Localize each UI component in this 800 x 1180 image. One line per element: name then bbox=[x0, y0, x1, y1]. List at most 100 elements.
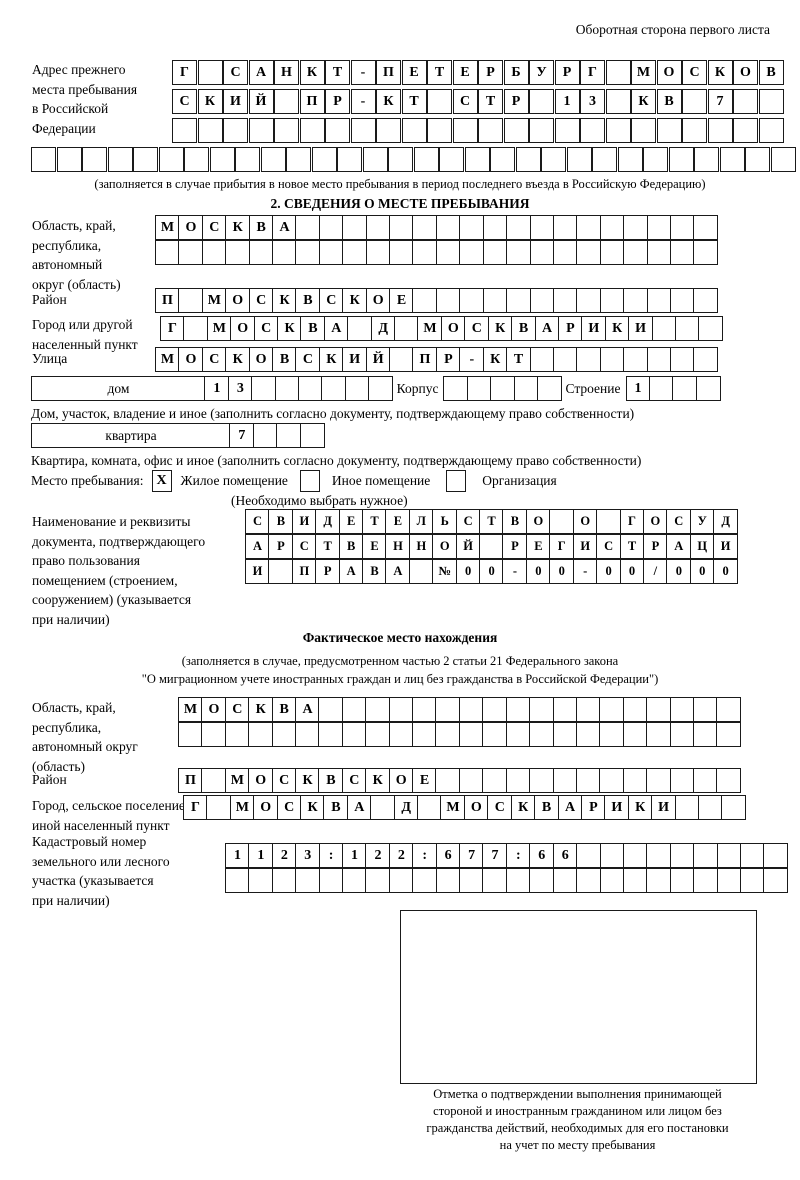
cell[interactable] bbox=[505, 722, 531, 747]
cell[interactable]: В bbox=[534, 795, 560, 820]
cell[interactable]: Л bbox=[408, 509, 434, 534]
cell[interactable] bbox=[623, 215, 649, 240]
cell[interactable]: С bbox=[291, 534, 317, 559]
cell[interactable] bbox=[389, 240, 415, 265]
cell[interactable] bbox=[669, 722, 695, 747]
cell[interactable] bbox=[388, 147, 413, 172]
cell[interactable]: Р bbox=[502, 534, 528, 559]
cell[interactable]: Д bbox=[393, 795, 419, 820]
cell[interactable] bbox=[552, 768, 578, 793]
cell[interactable]: Г bbox=[549, 534, 575, 559]
cell[interactable] bbox=[656, 118, 682, 143]
cell[interactable] bbox=[599, 768, 625, 793]
cell[interactable] bbox=[506, 288, 532, 313]
cell[interactable]: Й bbox=[365, 347, 391, 372]
cell[interactable]: 3 bbox=[227, 376, 253, 401]
cadastral-row-2[interactable] bbox=[225, 868, 789, 893]
cell[interactable] bbox=[599, 288, 625, 313]
cell[interactable] bbox=[341, 722, 367, 747]
cell[interactable]: - bbox=[350, 60, 376, 85]
cell[interactable] bbox=[368, 376, 394, 401]
cell[interactable]: О bbox=[201, 697, 227, 722]
cell[interactable] bbox=[646, 288, 672, 313]
cell[interactable] bbox=[435, 697, 461, 722]
cell[interactable]: К bbox=[277, 316, 303, 341]
cell[interactable]: Г bbox=[160, 316, 185, 341]
cell[interactable] bbox=[716, 697, 742, 722]
cell[interactable] bbox=[464, 147, 490, 172]
cell[interactable]: Р bbox=[554, 60, 580, 85]
cell[interactable] bbox=[365, 868, 391, 893]
cell[interactable] bbox=[252, 423, 278, 448]
cell[interactable] bbox=[693, 347, 719, 372]
cell[interactable] bbox=[552, 288, 578, 313]
cell[interactable] bbox=[201, 722, 227, 747]
cell[interactable] bbox=[576, 868, 602, 893]
cell[interactable] bbox=[552, 868, 578, 893]
cell[interactable]: - bbox=[572, 559, 598, 584]
cell[interactable] bbox=[758, 89, 784, 114]
cell[interactable]: В bbox=[295, 288, 321, 313]
cell[interactable] bbox=[178, 722, 203, 747]
cell[interactable] bbox=[506, 240, 532, 265]
cell[interactable] bbox=[513, 376, 539, 401]
cell[interactable]: С bbox=[487, 795, 513, 820]
cell[interactable]: 0 bbox=[549, 559, 575, 584]
cell[interactable] bbox=[580, 118, 605, 143]
cell[interactable] bbox=[365, 722, 391, 747]
cell[interactable] bbox=[693, 215, 719, 240]
cell[interactable]: В bbox=[323, 795, 349, 820]
cell[interactable] bbox=[251, 376, 277, 401]
cell[interactable]: 1 bbox=[554, 89, 580, 114]
cell[interactable] bbox=[342, 868, 368, 893]
actual-region-row-2[interactable] bbox=[178, 722, 742, 747]
cell[interactable] bbox=[274, 118, 299, 143]
stamp-area-box[interactable] bbox=[400, 910, 757, 1084]
cell[interactable]: Е bbox=[525, 534, 551, 559]
cell[interactable]: Б bbox=[503, 60, 529, 85]
cell[interactable] bbox=[693, 240, 719, 265]
cell[interactable] bbox=[178, 288, 204, 313]
cell[interactable] bbox=[401, 118, 427, 143]
cell[interactable]: И bbox=[245, 559, 270, 584]
cell[interactable]: М bbox=[229, 795, 255, 820]
cell[interactable] bbox=[490, 147, 515, 172]
cell[interactable] bbox=[224, 722, 250, 747]
cell[interactable] bbox=[733, 89, 758, 114]
cell[interactable]: Р bbox=[435, 347, 461, 372]
cell[interactable] bbox=[388, 868, 414, 893]
cell[interactable] bbox=[693, 843, 719, 868]
cell[interactable] bbox=[576, 240, 602, 265]
cell[interactable]: - bbox=[502, 559, 528, 584]
cell[interactable] bbox=[739, 868, 765, 893]
cell[interactable]: И bbox=[342, 347, 368, 372]
cell[interactable]: Р bbox=[325, 89, 350, 114]
cell[interactable]: И bbox=[628, 316, 654, 341]
cell[interactable]: А bbox=[346, 795, 372, 820]
cell[interactable] bbox=[439, 147, 464, 172]
cell[interactable]: Д bbox=[315, 509, 341, 534]
cell[interactable] bbox=[459, 240, 485, 265]
cell[interactable] bbox=[388, 697, 414, 722]
cell[interactable] bbox=[299, 423, 325, 448]
cell[interactable]: К bbox=[510, 795, 536, 820]
cell[interactable] bbox=[576, 347, 602, 372]
cell[interactable] bbox=[274, 89, 299, 114]
cell[interactable]: О bbox=[178, 347, 204, 372]
cell[interactable] bbox=[362, 147, 388, 172]
checkbox-zhiloe[interactable]: X bbox=[151, 470, 172, 492]
cell[interactable]: С bbox=[666, 509, 692, 534]
cell[interactable]: А bbox=[338, 559, 364, 584]
cell[interactable]: 1 bbox=[204, 376, 230, 401]
cell[interactable] bbox=[133, 147, 158, 172]
cell[interactable] bbox=[716, 722, 742, 747]
cell[interactable] bbox=[622, 768, 648, 793]
cell[interactable]: П bbox=[291, 559, 317, 584]
cell[interactable]: О bbox=[253, 795, 279, 820]
cell[interactable] bbox=[260, 147, 286, 172]
cell[interactable] bbox=[394, 316, 420, 341]
cell[interactable] bbox=[435, 722, 461, 747]
cell[interactable] bbox=[342, 240, 368, 265]
